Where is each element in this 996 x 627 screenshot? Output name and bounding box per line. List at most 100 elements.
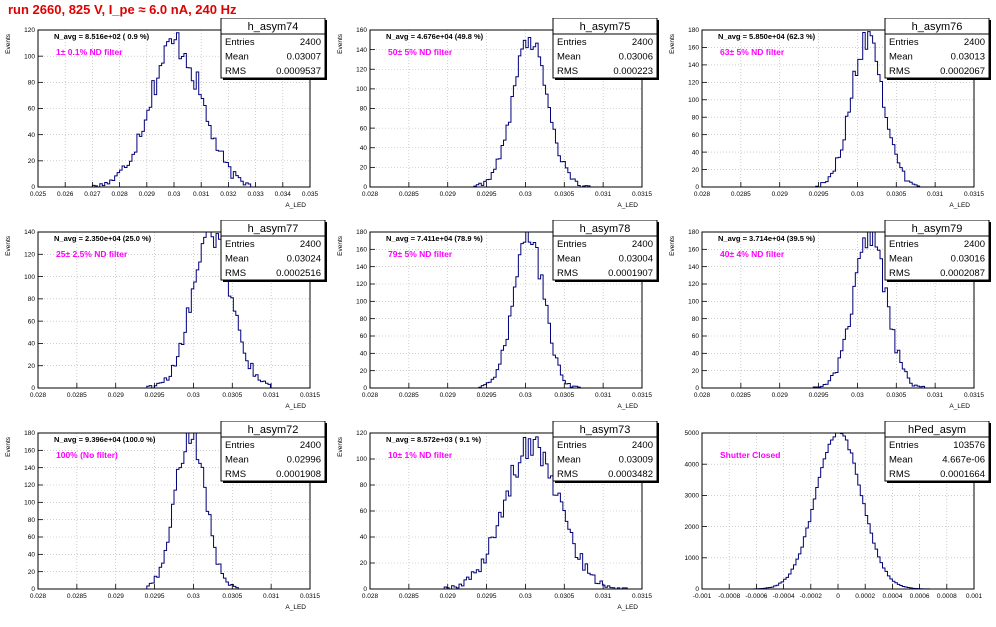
stats-key: Mean	[225, 254, 249, 265]
y-tick-label: 20	[28, 363, 36, 370]
y-tick-label: 180	[688, 27, 699, 34]
x-tick-label: 0.027	[84, 191, 101, 198]
y-tick-label: 100	[356, 86, 367, 93]
panel-h-asym72: 0.028 0.0285 0.029 0.0295 0.03 0.0305 0.031 0.0…	[0, 420, 332, 622]
y-tick-label: 140	[356, 264, 367, 271]
stats-value: 0.0002067	[940, 66, 985, 77]
stats-value: 0.03004	[619, 254, 653, 265]
y-tick-label: 100	[688, 299, 699, 306]
y-tick-label: 100	[24, 53, 35, 60]
y-tick-label: 60	[28, 106, 36, 113]
x-tick-label: 0.0305	[222, 593, 242, 600]
stats-box-frame	[220, 17, 326, 79]
stats-value: 4.667e-06	[942, 455, 985, 466]
x-tick-label: 0.0285	[399, 392, 419, 399]
stats-title: h_asym79	[912, 223, 963, 235]
x-tick-label: -0.001	[693, 593, 712, 600]
x-tick-label: 0.0295	[145, 392, 165, 399]
y-tick-label: 60	[692, 333, 700, 340]
stats-key: Entries	[225, 37, 255, 48]
stats-key: RMS	[889, 66, 910, 77]
x-tick-label: 0.028	[694, 392, 711, 399]
stats-title: h_asym73	[580, 424, 631, 436]
plot-frame	[37, 432, 311, 590]
navg-label: N_avg = 9.396e+04 (100.0 %)	[54, 435, 156, 444]
x-tick-label: 0.03	[519, 392, 532, 399]
x-tick-label: 0.0315	[632, 191, 652, 198]
y-tick-label: 60	[28, 318, 36, 325]
stats-title: h_asym78	[580, 223, 631, 235]
x-tick-label: 0.028	[111, 191, 128, 198]
stats-box-frame	[552, 17, 658, 79]
y-tick-label: 180	[24, 430, 35, 437]
y-tick-label: 120	[356, 430, 367, 437]
histogram-svg: 0.028 0.0285 0.029 0.0295 0.03 0.0305 0.031 0.0…	[5, 219, 327, 410]
x-tick-label: 0.028	[694, 191, 711, 198]
x-tick-label: 0.0285	[67, 392, 87, 399]
x-tick-label: 0.03	[519, 191, 532, 198]
x-axis-label: A_LED	[285, 403, 306, 410]
stats-key: RMS	[557, 469, 578, 480]
y-tick-label: 20	[692, 167, 700, 174]
y-tick-label: 40	[360, 351, 368, 358]
x-tick-label: -0.0008	[718, 593, 740, 600]
x-tick-label: 0.03	[519, 593, 532, 600]
y-tick-label: 120	[24, 251, 35, 258]
x-tick-label: 0.031	[193, 191, 210, 198]
x-tick-label: 0.0002	[855, 593, 875, 600]
y-tick-label: 40	[360, 145, 368, 152]
y-tick-label: 40	[28, 341, 36, 348]
stats-value: 0.0001907	[608, 268, 653, 279]
navg-label: N_avg = 8.516e+02 ( 0.9 %)	[54, 32, 150, 41]
y-tick-label: 120	[356, 66, 367, 73]
stats-value: 0.03009	[619, 455, 653, 466]
y-tick-label: 20	[28, 158, 36, 165]
y-tick-label: 60	[692, 132, 700, 139]
plot-frame	[701, 29, 975, 188]
y-tick-label: 60	[360, 333, 368, 340]
y-tick-label: 160	[688, 45, 699, 52]
stats-box-frame	[884, 219, 990, 281]
y-tick-label: 3000	[685, 493, 700, 500]
stats-value: 103576	[953, 440, 985, 451]
y-tick-label: 120	[688, 281, 699, 288]
x-tick-label: 0.0295	[477, 593, 497, 600]
stats-value: 2400	[300, 37, 321, 48]
stats-box: h_asym79 Entries 2400 Mean 0.03016 RMS 0.00020…	[884, 219, 991, 282]
y-axis-label: Events	[5, 436, 12, 457]
stats-value: 0.03006	[619, 52, 653, 63]
y-tick-label: 40	[28, 552, 36, 559]
histogram-svg: 0.028 0.0285 0.029 0.0295 0.03 0.0305 0.031 0.0…	[669, 219, 991, 410]
x-axis-label: A_LED	[949, 202, 970, 209]
y-tick-label: 100	[24, 500, 35, 507]
stats-title: hPed_asym	[908, 424, 966, 436]
x-tick-label: 0.0305	[554, 191, 574, 198]
x-tick-label: 0.029	[139, 191, 156, 198]
x-tick-label: 0.03	[851, 191, 864, 198]
stats-key: Entries	[557, 37, 587, 48]
x-tick-label: 0.025	[30, 191, 47, 198]
stats-value: 0.0001664	[940, 469, 985, 480]
x-tick-label: 0.031	[595, 191, 612, 198]
stats-box: h_asym75 Entries 2400 Mean 0.03006 RMS 0.00022…	[552, 17, 659, 80]
y-tick-label: 5000	[685, 430, 700, 437]
annotation-label: 63± 5% ND filter	[720, 47, 785, 57]
stats-value: 0.0002516	[276, 268, 321, 279]
y-tick-label: 100	[688, 97, 699, 104]
y-tick-label: 1000	[685, 555, 700, 562]
y-tick-label: 60	[360, 125, 368, 132]
x-tick-label: 0.03	[187, 593, 200, 600]
y-tick-label: 80	[360, 316, 368, 323]
x-tick-label: 0.0285	[399, 593, 419, 600]
x-axis-label: A_LED	[949, 403, 970, 410]
stats-box: hPed_asym Entries 103576 Mean 4.667e-06 RMS 0.…	[884, 420, 991, 483]
stats-box: h_asym78 Entries 2400 Mean 0.03004 RMS 0.00019…	[552, 219, 659, 282]
navg-label: N_avg = 8.572e+03 ( 9.1 %)	[386, 435, 482, 444]
stats-box-frame	[884, 420, 990, 482]
y-tick-label: 120	[24, 27, 35, 34]
x-tick-label: 0.0305	[222, 392, 242, 399]
x-tick-label: 0.029	[772, 392, 789, 399]
histogram-line	[38, 32, 310, 188]
x-tick-label: 0.0295	[809, 191, 829, 198]
x-tick-label: 0.029	[772, 191, 789, 198]
